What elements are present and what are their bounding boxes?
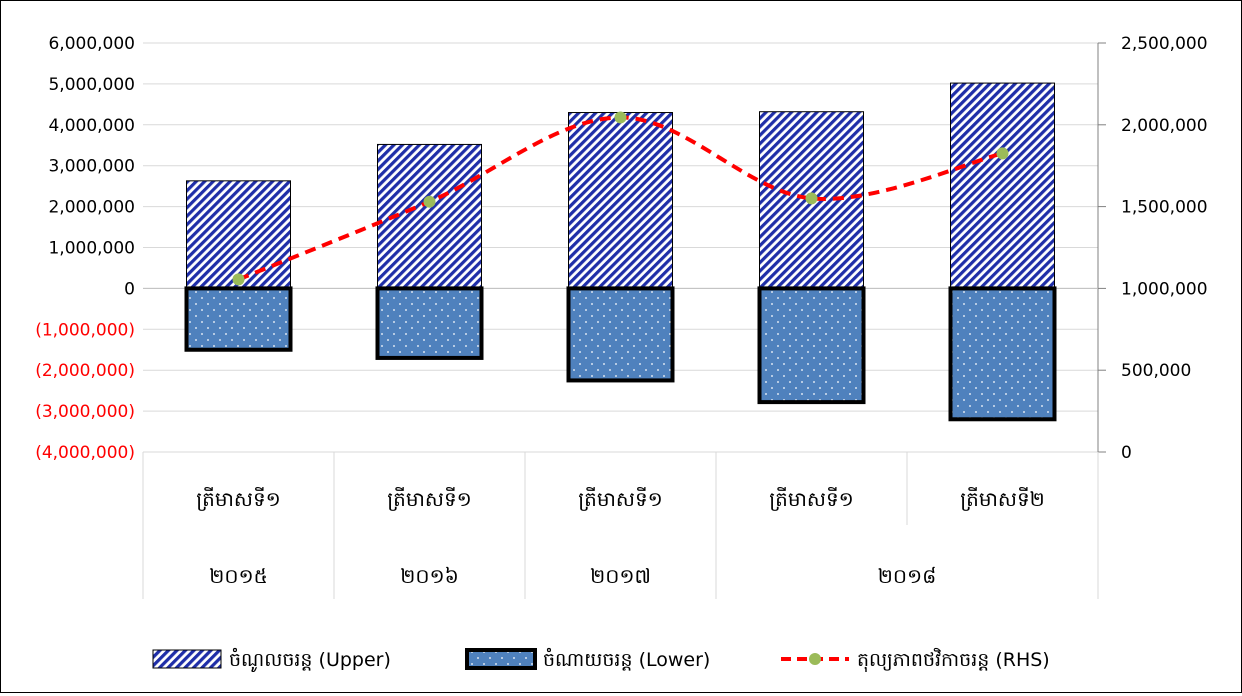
right-tick-label: 1,500,000 <box>1121 198 1208 218</box>
left-tick-label: (3,000,000) <box>35 402 135 422</box>
quarter-label: ត្រីមាសទី២ <box>960 486 1045 511</box>
left-tick-label: (2,000,000) <box>35 361 135 381</box>
lower-bar <box>948 286 1057 422</box>
right-tick-label: 2,500,000 <box>1121 34 1208 54</box>
lower-bar <box>184 286 293 352</box>
left-tick-label: (1,000,000) <box>35 320 135 340</box>
quarter-label: ត្រីមាសទី១ <box>578 486 663 511</box>
legend-swatch-upper <box>152 649 222 669</box>
left-tick-label: (4,000,000) <box>35 443 135 463</box>
balance-point <box>996 147 1009 160</box>
left-tick-label: 0 <box>124 279 135 299</box>
legend-label-line: តុល្យភាពថវិកាចរន្ត (RHS) <box>857 647 1050 673</box>
year-label: ២០១៥ <box>209 564 268 588</box>
left-tick-label: 1,000,000 <box>48 239 135 259</box>
lower-bars <box>184 286 1057 422</box>
left-tick-label: 2,000,000 <box>48 198 135 218</box>
lower-bar <box>757 286 866 405</box>
year-label: ២០១៦ <box>400 564 459 588</box>
right-axis-tick-labels: 0 500,000 1,000,000 1,500,000 2,000,000 2,500… <box>1121 34 1208 463</box>
balance-point <box>232 273 245 286</box>
upper-bar <box>568 112 673 289</box>
quarter-label: ត្រីមាសទី១ <box>387 486 472 511</box>
right-tick-label: 2,000,000 <box>1121 116 1208 136</box>
left-tick-label: 4,000,000 <box>48 116 135 136</box>
lower-bar <box>375 286 484 360</box>
lower-bar <box>566 286 675 383</box>
left-tick-label: 3,000,000 <box>48 157 135 177</box>
legend-label-upper: ចំណូលចរន្ត (Upper) <box>229 647 391 673</box>
upper-bar <box>186 180 291 289</box>
quarter-label: ត្រីមាសទី១ <box>769 486 854 511</box>
balance-point <box>614 111 627 124</box>
legend-label-lower: ចំណាយចរន្ត (Lower) <box>543 647 710 671</box>
right-tick-label: 500,000 <box>1121 361 1191 381</box>
upper-bar <box>950 82 1055 289</box>
left-tick-label: 5,000,000 <box>48 75 135 95</box>
legend-swatch-marker <box>809 653 821 665</box>
balance-line-series <box>232 111 1009 286</box>
quarter-label: ត្រីមាសទី១ <box>196 486 281 511</box>
right-tick-label: 0 <box>1121 443 1132 463</box>
upper-bars <box>186 82 1055 289</box>
left-tick-label: 6,000,000 <box>48 34 135 54</box>
year-label: ២០១៧ <box>590 564 651 588</box>
legend-swatch-lower <box>465 648 537 670</box>
year-label: ២០១៨ <box>878 564 937 588</box>
balance-point <box>805 192 818 205</box>
legend: ចំណូលចរន្ត (Upper) ចំណាយចរន្ត (Lower) តុល្… <box>152 647 1050 673</box>
balance-point <box>423 195 436 208</box>
right-tick-label: 1,000,000 <box>1121 279 1208 299</box>
x-axis-category-labels: ត្រីមាសទី១ ត្រីមាសទី១ ត្រីមាសទី១ ត្រីមាសទី១… <box>142 452 1099 599</box>
left-axis-tick-labels: (4,000,000) (3,000,000) (2,000,000) (1,000,… <box>35 34 135 463</box>
